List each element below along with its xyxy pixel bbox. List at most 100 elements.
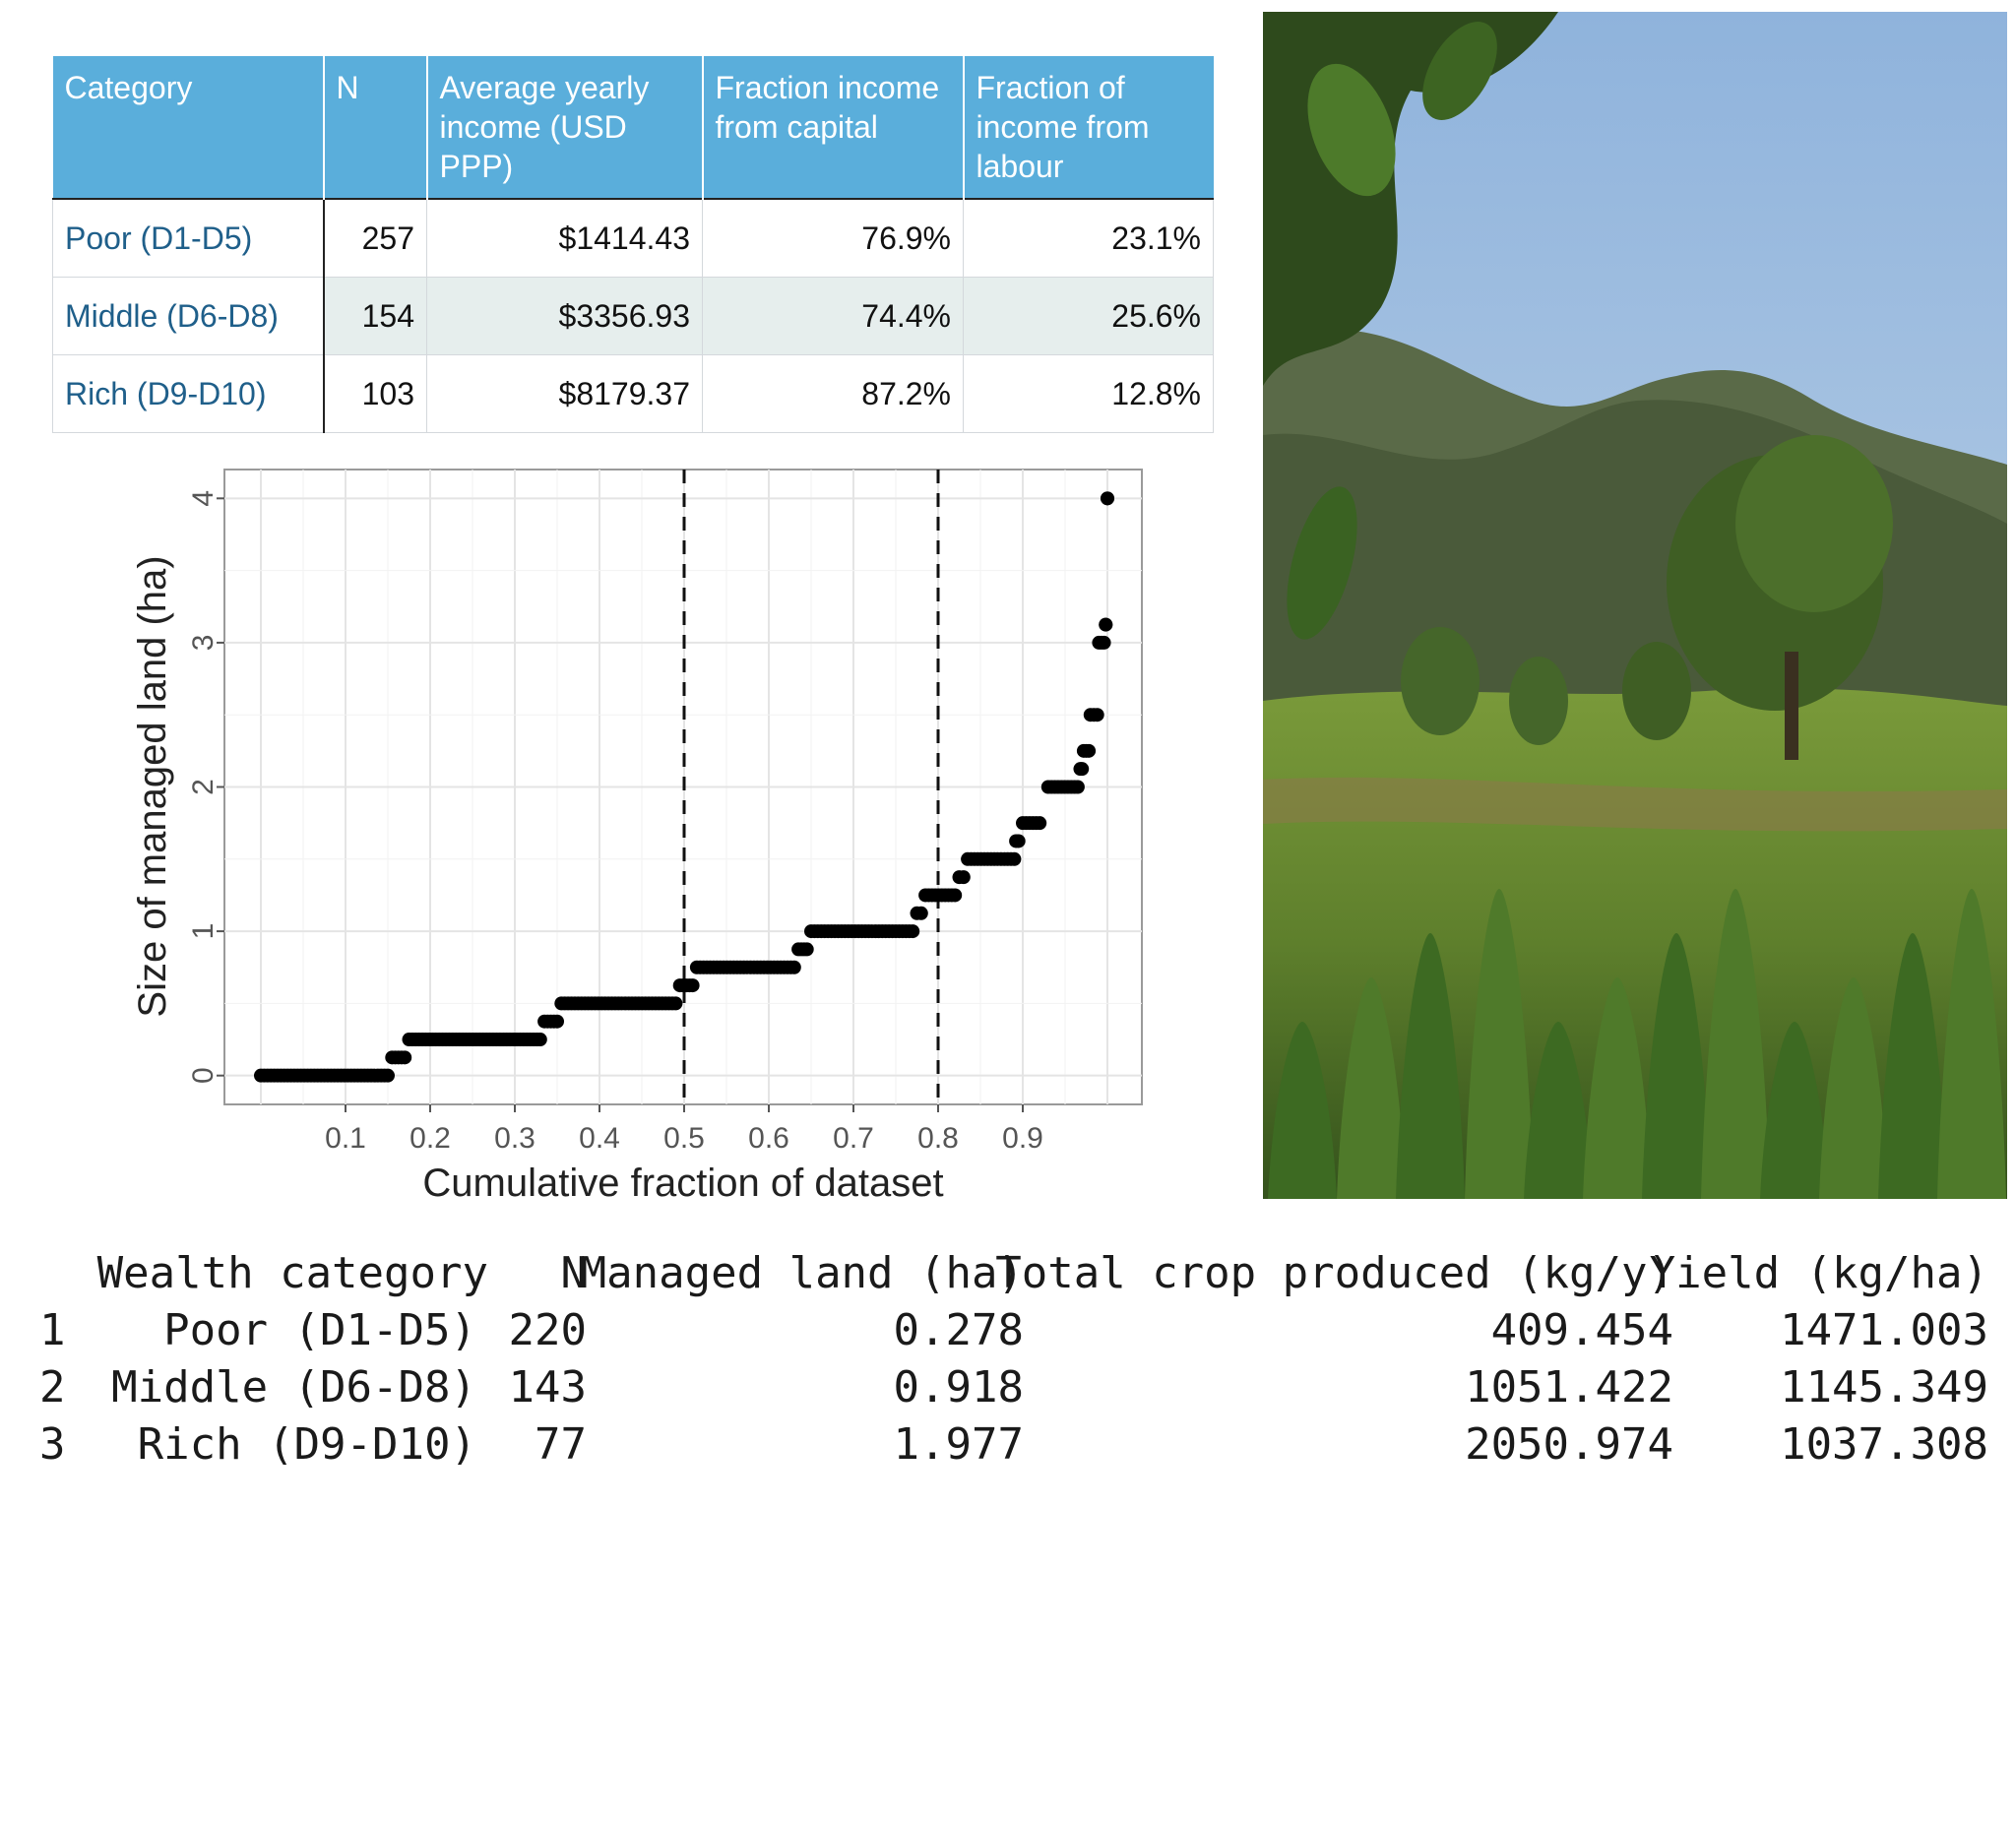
console-header-category: Wealth category <box>96 1248 488 1298</box>
data-point <box>668 996 683 1011</box>
console-row-index: 2 <box>39 1362 66 1413</box>
field-photo <box>1263 12 2007 1199</box>
console-header-land: Managed land (ha) <box>580 1248 1024 1298</box>
plant <box>1583 977 1652 1199</box>
header-average-income: Average yearly income (USD PPP) <box>426 56 704 199</box>
console-header-row: Wealth category N Managed land (ha) Tota… <box>39 1248 1988 1305</box>
data-point <box>799 942 814 957</box>
data-point <box>1007 851 1022 866</box>
row-n: 257 <box>323 198 427 278</box>
console-header-n: N <box>560 1248 588 1298</box>
table-row: Rich (D9-D10) 103 $8179.37 87.2% 12.8% <box>52 354 1214 433</box>
row-n: 154 <box>323 277 427 355</box>
plant <box>1396 933 1465 1199</box>
data-point <box>398 1050 412 1065</box>
console-row-crop: 409.454 <box>1490 1305 1673 1355</box>
axes: 0.1 0.2 0.3 0.4 0.5 0.6 0.7 0.8 0.9 0 1 2 3 4 <box>187 490 1043 1155</box>
x-tick-label: 0.7 <box>833 1122 874 1155</box>
plant <box>1337 977 1406 1199</box>
data-point <box>906 924 920 939</box>
console-row-index: 1 <box>39 1305 66 1355</box>
console-row-land: 0.278 <box>893 1305 1024 1355</box>
data-point <box>914 906 928 920</box>
y-tick-label: 0 <box>187 1067 220 1084</box>
x-tick-label: 0.4 <box>579 1122 620 1155</box>
plant <box>1819 977 1888 1199</box>
data-point <box>787 960 801 974</box>
console-row: 2 Middle (D6-D8) 143 0.918 1051.422 1145… <box>39 1362 1988 1419</box>
trees <box>1401 435 1893 760</box>
income-table: Category N Average yearly income (USD PP… <box>52 56 1214 433</box>
row-category: Poor (D1-D5) <box>52 198 325 278</box>
plant <box>1760 1022 1829 1199</box>
plant <box>1268 1022 1337 1199</box>
plant <box>1701 889 1770 1199</box>
console-row-yield: 1037.308 <box>1780 1419 1988 1470</box>
foreground-plants <box>1268 889 2006 1199</box>
console-row-yield: 1471.003 <box>1780 1305 1988 1355</box>
console-row: 1 Poor (D1-D5) 220 0.278 409.454 1471.00… <box>39 1305 1988 1362</box>
console-row-index: 3 <box>39 1419 66 1470</box>
row-income: $1414.43 <box>426 198 703 278</box>
row-income: $3356.93 <box>426 277 703 355</box>
plant <box>1642 933 1711 1199</box>
table-row: Poor (D1-D5) 257 $1414.43 76.9% 23.1% <box>52 198 1214 278</box>
console-row-n: 220 <box>508 1305 587 1355</box>
row-n: 103 <box>323 354 427 433</box>
data-point <box>550 1014 564 1029</box>
data-point <box>1099 617 1113 632</box>
row-income: $8179.37 <box>426 354 703 433</box>
console-row-category: Poor (D1-D5) <box>163 1305 476 1355</box>
row-capital: 74.4% <box>702 277 964 355</box>
data-point <box>1070 780 1085 794</box>
data-point <box>381 1068 395 1083</box>
plant <box>1878 933 1947 1199</box>
console-row: 3 Rich (D9-D10) 77 1.977 2050.974 1037.3… <box>39 1419 1988 1476</box>
console-row-n: 77 <box>535 1419 587 1470</box>
y-tick-label: 2 <box>187 779 220 795</box>
console-header-yield: Yield (kg/ha) <box>1649 1248 1988 1298</box>
data-point <box>956 870 971 885</box>
data-point <box>1082 743 1097 758</box>
soil-strip <box>1263 777 2007 832</box>
console-header-crop: Total crop produced (kg/y) <box>995 1248 1673 1298</box>
data-point <box>1033 816 1047 831</box>
y-tick-label: 3 <box>187 635 220 652</box>
x-tick-label: 0.6 <box>748 1122 789 1155</box>
data-point <box>948 888 963 903</box>
plant <box>1937 889 2006 1199</box>
row-labour: 12.8% <box>963 354 1214 433</box>
x-tick-label: 0.3 <box>494 1122 536 1155</box>
data-points <box>254 491 1114 1083</box>
foreground-leaves <box>1263 12 1558 640</box>
console-row-land: 0.918 <box>893 1362 1024 1413</box>
console-row-n: 143 <box>508 1362 587 1413</box>
y-tick-label: 4 <box>187 490 220 507</box>
data-point <box>1101 491 1114 506</box>
console-row-crop: 2050.974 <box>1465 1419 1673 1470</box>
data-point <box>1090 708 1104 722</box>
data-point <box>533 1033 547 1047</box>
x-tick-label: 0.1 <box>325 1122 366 1155</box>
header-fraction-labour: Fraction of income from labour <box>963 56 1214 199</box>
x-tick-label: 0.8 <box>917 1122 959 1155</box>
data-point <box>685 978 700 993</box>
income-table-header-row: Category N Average yearly income (USD PP… <box>52 56 1214 199</box>
y-axis-label: Size of managed land (ha) <box>131 555 174 1017</box>
data-point <box>1075 762 1090 777</box>
plant <box>1524 1022 1593 1199</box>
console-row-category: Rich (D9-D10) <box>137 1419 476 1470</box>
console-output-table: Wealth category N Managed land (ha) Tota… <box>39 1248 1988 1499</box>
x-axis-label: Cumulative fraction of dataset <box>422 1162 943 1205</box>
managed-land-chart: 0.1 0.2 0.3 0.4 0.5 0.6 0.7 0.8 0.9 0 1 2 3 4 Cumulat… <box>131 469 1143 1205</box>
row-capital: 76.9% <box>702 198 964 278</box>
header-category: Category <box>52 56 325 199</box>
console-row-yield: 1145.349 <box>1780 1362 1988 1413</box>
row-labour: 25.6% <box>963 277 1214 355</box>
data-point <box>1097 635 1111 650</box>
row-capital: 87.2% <box>702 354 964 433</box>
cutoff-lines <box>682 470 940 1104</box>
console-row-category: Middle (D6-D8) <box>111 1362 476 1413</box>
row-category: Rich (D9-D10) <box>52 354 325 433</box>
row-category: Middle (D6-D8) <box>52 277 325 355</box>
